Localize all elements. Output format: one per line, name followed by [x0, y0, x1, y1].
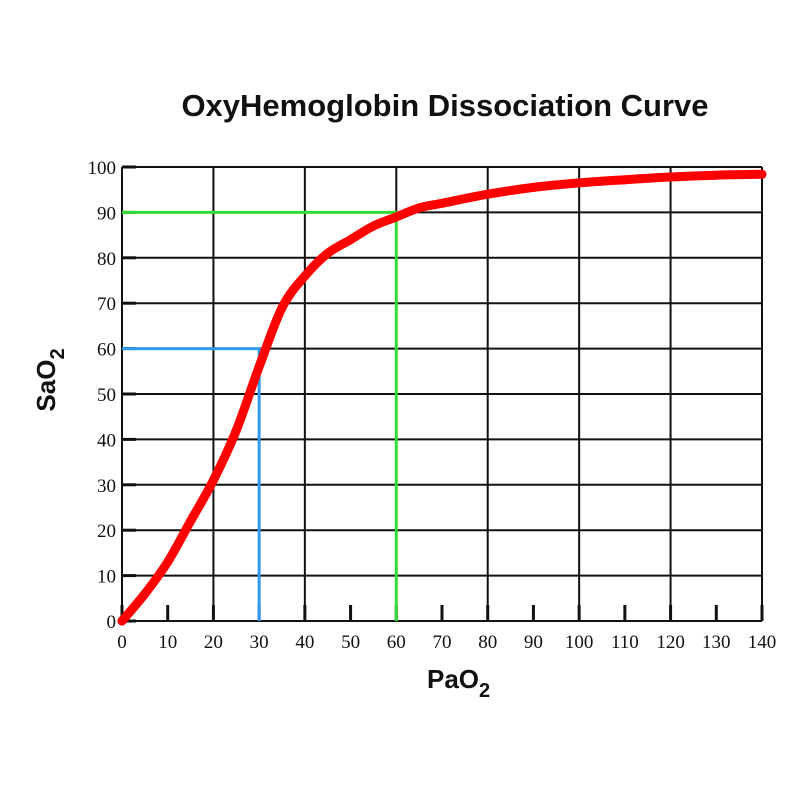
x-tick-label-30: 30 [250, 632, 269, 653]
y-tick-label-0: 0 [107, 612, 117, 633]
y-tick-label-10: 10 [97, 567, 116, 588]
x-tick-label-90: 90 [524, 632, 543, 653]
x-tick-label-0: 0 [117, 632, 127, 653]
oxyhemoglobin-curve-point-17 [574, 178, 584, 188]
oxyhemoglobin-curve-point-11 [368, 221, 378, 231]
y-tick-label-90: 90 [97, 203, 116, 224]
oxyhemoglobin-curve-point-21 [757, 169, 767, 179]
x-tick-label-60: 60 [387, 632, 406, 653]
oxyhemoglobin-curve-line [117, 169, 767, 626]
oxyhemoglobin-curve-point-9 [323, 248, 333, 258]
oxyhemoglobin-curve-point-14 [437, 198, 447, 208]
x-tick-label-100: 100 [565, 632, 594, 653]
y-axis-title-subscript: 2 [47, 348, 69, 359]
y-tick-label-60: 60 [97, 340, 116, 361]
oxyhemoglobin-curve-point-13 [414, 203, 424, 213]
x-tick-label-130: 130 [702, 632, 731, 653]
oxyhemoglobin-curve-point-12 [391, 212, 401, 222]
x-tick-label-50: 50 [341, 632, 360, 653]
y-axis-title-group: SaO2 [31, 348, 69, 411]
y-tick-label-70: 70 [97, 294, 116, 315]
y-tick-label-40: 40 [97, 430, 116, 451]
y-tick-label-100: 100 [88, 158, 117, 179]
oxyhemoglobin-curve-point-8 [300, 271, 310, 281]
oxyhemoglobin-curve-point-2 [163, 557, 173, 567]
oxyhemoglobin-curve-point-18 [620, 175, 630, 185]
y-tick-label-80: 80 [97, 249, 116, 270]
x-tick-label-140: 140 [748, 632, 777, 653]
oxyhemoglobin-curve-point-3 [186, 516, 196, 526]
y-tick-label-20: 20 [97, 521, 116, 542]
oxyhemoglobin-curve-point-10 [346, 235, 356, 245]
x-tick-label-20: 20 [204, 632, 223, 653]
ref-30-60-line [122, 347, 261, 621]
oxyhemoglobin-curve-point-6 [254, 362, 264, 372]
y-axis-title: SaO2 [31, 348, 69, 411]
x-axis-title-subscript: 2 [479, 680, 490, 702]
x-tick-label-70: 70 [433, 632, 452, 653]
oxyhemoglobin-curve-point-19 [666, 172, 676, 182]
x-axis-title-main: PaO [427, 664, 479, 694]
oxyhemoglobin-curve-point-20 [711, 170, 721, 180]
x-axis-title: PaO2 [427, 664, 490, 702]
oxyhemoglobin-curve-point-15 [483, 189, 493, 199]
oxyhemoglobin-curve-point-4 [208, 475, 218, 485]
y-tick-label-30: 30 [97, 476, 116, 497]
oxyhemoglobin-curve-point-7 [277, 303, 287, 313]
x-tick-label-110: 110 [611, 632, 639, 653]
y-tick-label-50: 50 [97, 385, 116, 406]
chart-title: OxyHemoglobin Dissociation Curve [181, 88, 709, 123]
oxyhemoglobin-curve-point-0 [117, 616, 127, 626]
y-axis-title-main: SaO [31, 360, 61, 412]
oxyhemoglobin-curve-point-1 [140, 589, 150, 599]
x-tick-label-80: 80 [478, 632, 497, 653]
oxyhemoglobin-curve-point-16 [528, 182, 538, 192]
x-tick-label-120: 120 [656, 632, 685, 653]
oxyhemoglobin-curve-point-5 [231, 425, 241, 435]
x-tick-label-40: 40 [295, 632, 314, 653]
x-tick-label-10: 10 [158, 632, 177, 653]
